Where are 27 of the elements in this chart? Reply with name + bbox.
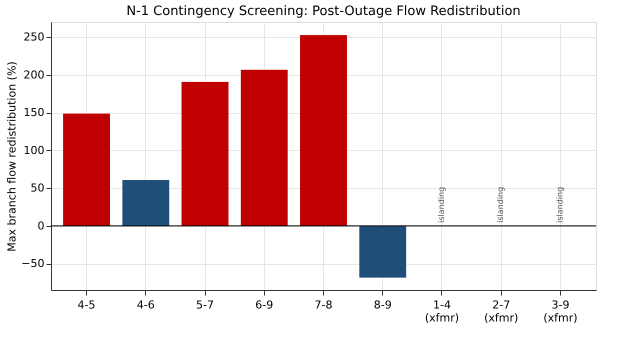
x-tick-label: 5-7: [196, 298, 214, 312]
bar: [181, 81, 229, 226]
annotation: islanding: [555, 186, 564, 223]
y-axis-title: Max branch flow redistribution (%): [5, 61, 18, 252]
bar: [122, 180, 170, 226]
x-tick-label: 8-9: [374, 298, 392, 312]
x-tick-label: 7-8: [314, 298, 332, 312]
y-tick-label: 50: [30, 182, 44, 195]
bar: [62, 113, 110, 226]
y-tick-label: 150: [24, 106, 44, 120]
bar: [300, 34, 348, 226]
x-tick-label: 4-6: [136, 298, 155, 312]
y-tick-label: 200: [24, 68, 44, 82]
x-tick-label: 4-5: [78, 298, 96, 312]
x-tick-label: 3-9 (xfmr): [543, 298, 578, 324]
bar: [240, 69, 288, 226]
x-tick-label: 1-4 (xfmr): [424, 298, 460, 324]
annotation: islanding: [496, 186, 506, 223]
x-tick-label: 2-7 (xfmr): [484, 298, 518, 324]
y-tick-label: 0: [38, 219, 44, 232]
y-tick-label: 100: [24, 144, 44, 157]
y-tick-label: −50: [21, 257, 44, 270]
annotation: islanding: [436, 186, 446, 223]
bar: [358, 226, 407, 278]
x-tick-label: 6-9: [255, 298, 274, 312]
chart-title: N-1 Contingency Screening: Post-Outage Flow Redistribution: [126, 4, 521, 19]
y-tick-label: 250: [24, 30, 44, 44]
